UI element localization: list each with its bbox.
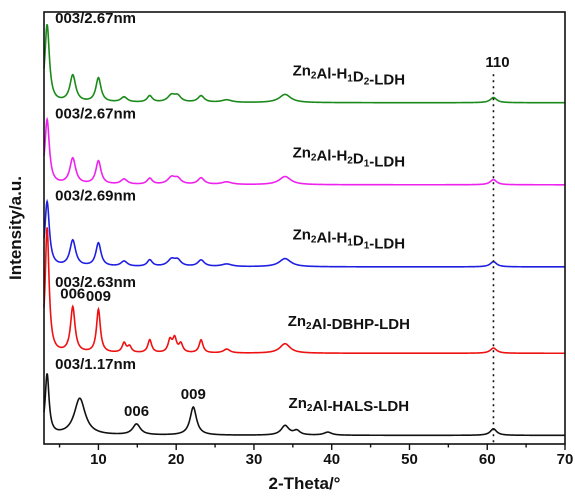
peak-annotation-0: 006: [60, 285, 85, 302]
series-line-2: [43, 198, 565, 268]
series-label-1: Zn2Al-H2D1-LDH: [293, 145, 406, 171]
d-spacing-annotation-2: 003/2.69nm: [55, 187, 136, 204]
series-label-3: Zn2Al-DBHP-LDH: [288, 313, 410, 333]
d-spacing-annotation-3: 003/2.63nm: [55, 274, 136, 291]
plot-frame: [43, 11, 566, 445]
d-spacing-annotation-4: 003/1.17nm: [55, 356, 136, 373]
series-line-3: [43, 227, 565, 355]
x-tick-label: 30: [246, 451, 263, 468]
x-axis-ticks: 10 20 30 40 50 60 70: [58, 444, 574, 468]
x-axis-label: 2-Theta/°: [269, 474, 341, 493]
reference-line-label: 110: [485, 54, 509, 71]
x-tick-label: 50: [401, 451, 418, 468]
series-label-4: Zn2Al-HALS-LDH: [289, 395, 410, 415]
x-tick-label: 10: [90, 451, 107, 468]
x-tick-label: 70: [557, 451, 574, 468]
series-label-0: Zn2Al-H1D2-LDH: [293, 63, 406, 89]
peak-annotation-2: 006: [124, 403, 149, 420]
peak-annotation-3: 009: [181, 386, 206, 403]
x-tick-label: 40: [323, 451, 340, 468]
d-spacing-annotation-1: 003/2.67nm: [55, 105, 136, 122]
chart-labels: Zn2Al-H1D2-LDH 003/2.67nm Zn2Al-H2D1-LDH 00…: [55, 10, 509, 420]
series-line-0: [43, 24, 565, 104]
series-label-2: Zn2Al-H1D1-LDH: [293, 227, 406, 253]
series-layer: [43, 24, 565, 437]
series-line-4: [43, 373, 565, 437]
x-tick-label: 60: [479, 451, 496, 468]
series-line-1: [43, 116, 565, 186]
peak-annotation-1: 009: [86, 288, 111, 305]
y-axis-label: Intensity/a.u.: [6, 176, 25, 280]
x-tick-label: 20: [168, 451, 185, 468]
d-spacing-annotation-0: 003/2.67nm: [55, 10, 136, 27]
